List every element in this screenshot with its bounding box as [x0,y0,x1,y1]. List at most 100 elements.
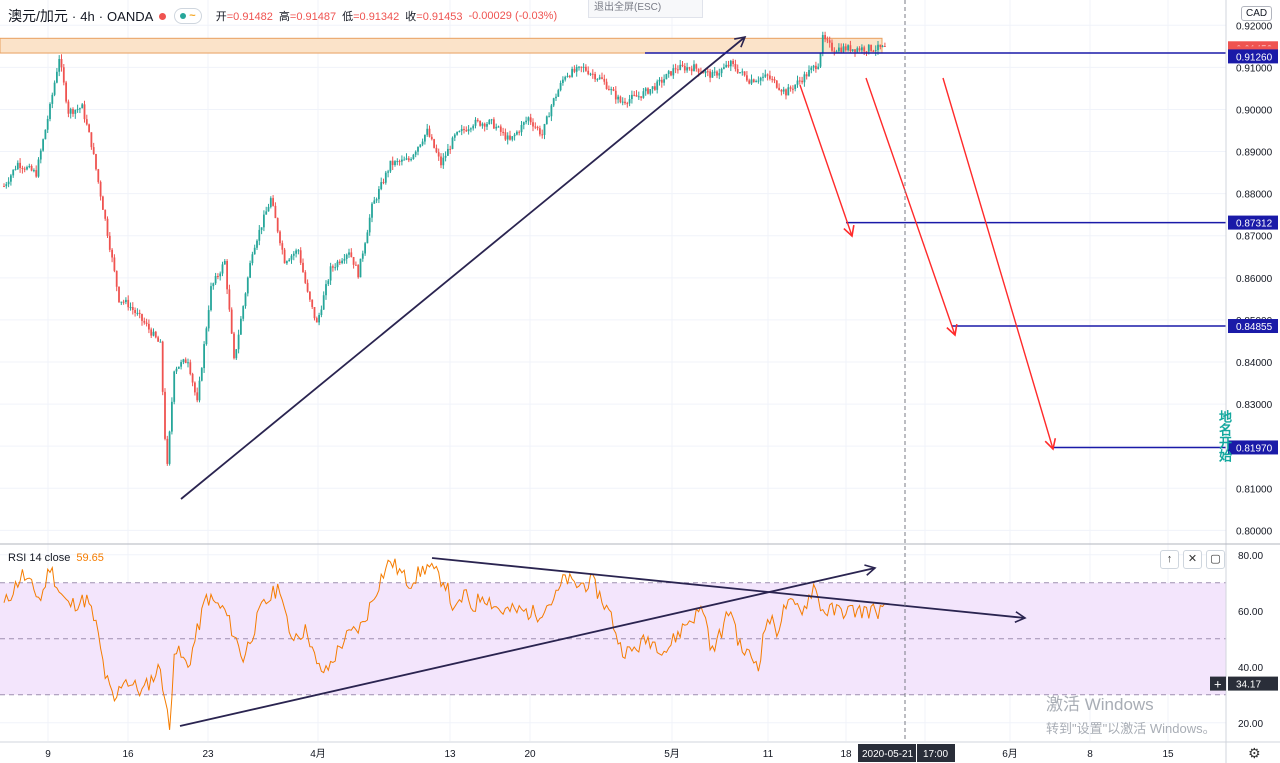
candle-body [302,262,304,273]
candle-body [65,82,67,102]
candle-body [644,88,647,92]
interval[interactable]: 4h [80,8,95,24]
candle-body [426,128,429,135]
exit-fullscreen-hint[interactable]: 退出全屏(ESC) [588,0,703,18]
price-tick-label: 0.89000 [1236,148,1273,159]
candle-body [490,119,493,121]
symbol-name[interactable]: 澳元/加元 [8,8,68,24]
rsi-axis-ticks: 80.00 60.00 40.00 20.00 [1238,551,1263,730]
candle-body [99,181,102,197]
candle-body [58,58,61,72]
candle-body [95,154,97,170]
candle-body [217,275,219,277]
candle-body [667,71,670,74]
candle-body [361,253,364,259]
candle-body [177,366,180,369]
candle-body [274,205,277,219]
time-tick-label: 20 [524,749,536,760]
candle-body [723,67,725,69]
candle-body [539,128,541,135]
candle-body [472,125,475,129]
candle-body [762,76,764,78]
candle-body [785,89,787,96]
candle-body [154,331,157,338]
arrow-up-icon[interactable]: ↑ [1160,550,1179,569]
gear-icon[interactable]: ⚙ [1248,745,1261,761]
rsi-label[interactable]: RSI 14 close [8,552,71,564]
candle-body [750,79,753,84]
candle-body [580,66,583,68]
price-tick-label: 0.90000 [1236,105,1273,116]
candle-body [736,68,739,73]
candle-body [152,331,155,336]
candle-body [51,94,54,104]
candle-body [884,46,886,48]
price-label-text: 0.91260 [1236,52,1273,63]
candle-body [803,74,806,83]
candle-body [26,167,28,170]
projection-arrow-head [1044,438,1057,451]
candle-body [711,72,714,78]
candlesticks [3,31,886,466]
candle-body [412,154,415,160]
candle-body [7,181,10,185]
time-tick-label: 11 [763,749,774,760]
candle-body [437,152,440,157]
candle-body [182,359,185,363]
rsi-tick-label: 60.00 [1238,607,1263,618]
candle-body [435,147,438,153]
crosshair-time-box [917,744,955,762]
crosshair-time-text: 17:00 [923,749,948,760]
candle-body [789,87,792,89]
candle-body [826,39,829,41]
candle-body [212,283,215,287]
candle-body [249,263,251,278]
price-label-box [1228,49,1278,64]
ohlc-high: 高=0.91487 [278,11,337,23]
candle-body [447,148,449,156]
ohlc-close: 收=0.91453 [405,11,463,23]
price-tick-label: 0.86000 [1236,274,1273,285]
sep: · [98,8,104,24]
candle-body [44,129,47,140]
currency-badge[interactable]: CAD [1241,6,1273,21]
maximize-icon[interactable]: ▢ [1206,550,1225,569]
candle-body [870,44,872,51]
time-tick-label: 13 [444,749,456,760]
candle-body [203,344,205,369]
status-dot-icon [159,12,167,20]
candle-body [610,89,613,91]
candle-body [173,371,176,402]
candle-body [833,50,836,52]
candle-body [430,136,433,140]
candle-body [42,139,44,151]
projection-arrow [865,77,956,336]
candle-body [465,130,468,132]
candle-body [619,96,622,103]
candle-body [290,255,293,260]
watermark-line1: 激活 Windows [1046,695,1154,714]
close-icon[interactable]: ✕ [1183,550,1202,569]
price-tick-label: 0.81000 [1236,484,1273,495]
price-tick-label: 0.87000 [1236,232,1273,243]
candle-body [180,362,182,367]
candle-body [495,126,498,129]
candle-body [697,68,700,73]
price-tick-label: 0.88000 [1236,190,1273,201]
candle-body [702,72,705,74]
price-tick-label: 0.91000 [1236,63,1273,74]
candle-body [635,95,638,97]
candle-body [640,96,642,98]
candle-body [5,184,8,187]
candle-body [260,227,263,230]
candle-body [808,70,810,77]
candle-body [228,289,231,310]
price-label-text: 0.84855 [1236,322,1273,333]
candle-body [872,50,875,52]
candle-body [352,257,355,265]
candle-body [359,258,362,278]
candle-body [159,341,162,343]
candle-body [60,58,63,68]
candle-body [686,67,688,71]
indicator-pill[interactable]: ~ [174,8,202,24]
